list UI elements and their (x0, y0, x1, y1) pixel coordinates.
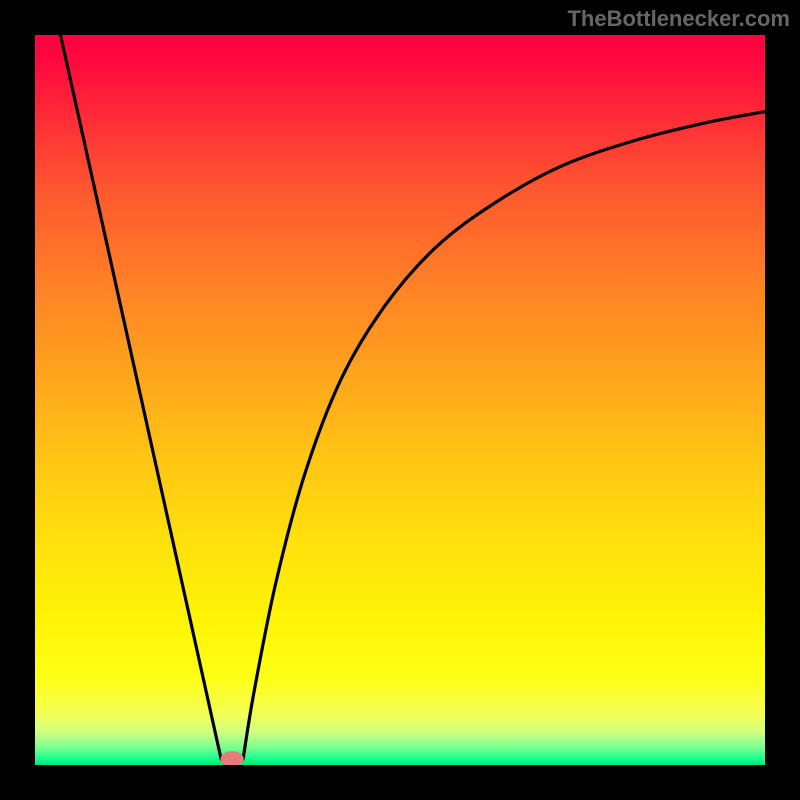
curve-layer (35, 35, 765, 765)
optimal-point-marker (220, 751, 243, 765)
curve-left-branch (61, 35, 222, 759)
chart-container: TheBottlenecker.com (0, 0, 800, 800)
curve-right-branch (243, 112, 765, 760)
watermark-label: TheBottlenecker.com (567, 6, 790, 32)
plot-area (35, 35, 765, 765)
